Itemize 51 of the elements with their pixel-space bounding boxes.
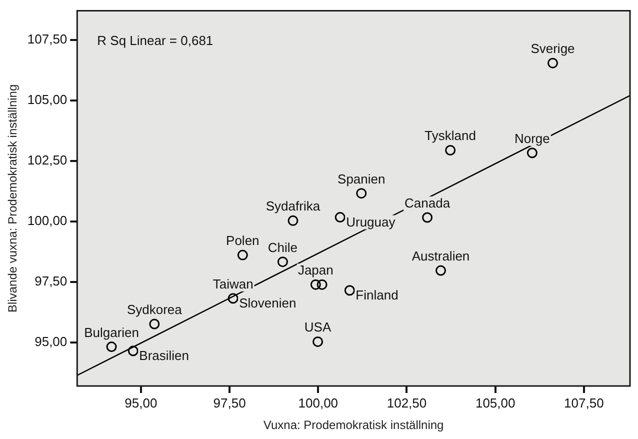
annotation: R Sq Linear = 0,681 [97, 32, 214, 48]
y-tick-label: 100,00 [27, 212, 68, 228]
point [312, 336, 324, 347]
annotation: Sverige [530, 41, 575, 56]
annotation: Slovenien [239, 295, 296, 310]
annotation: Sydkorea [126, 302, 183, 318]
annotation: USA [304, 320, 332, 335]
annotation: Australien [412, 248, 470, 264]
y-tick-label: 97,50 [34, 273, 68, 288]
annotation: Japan [298, 262, 334, 278]
point [316, 279, 328, 290]
point [436, 265, 446, 276]
y-tick-label: 105,00 [27, 92, 68, 107]
x-tick-label: 95,00 [124, 395, 158, 410]
annotation: Sydafrika [266, 198, 321, 214]
annotation: Tyskland [424, 128, 476, 144]
point [526, 148, 538, 158]
point [445, 144, 456, 156]
point [128, 346, 138, 356]
x-tick-label: 107,50 [564, 395, 604, 410]
annotation: Polen [226, 233, 260, 248]
point [228, 293, 238, 304]
annotation: Norge [514, 130, 550, 146]
point [344, 285, 355, 296]
y-tick-label: 95,00 [34, 334, 68, 350]
point [310, 279, 321, 290]
x-axis-title: Vuxna: Prodemokratisk inställning [263, 418, 444, 432]
point [277, 256, 288, 268]
point [356, 188, 367, 199]
y-axis-title: Blivande vuxna: Prodemokratisk inställning [6, 84, 20, 312]
annotation: Spanien [338, 171, 386, 186]
x-tick-label: 100,00 [298, 395, 338, 410]
x-tick-label: 102,50 [386, 395, 427, 410]
point [334, 212, 346, 223]
annotation: Canada [404, 196, 451, 211]
annotation: Taiwan [212, 276, 254, 292]
annotation: Bulgarien [84, 324, 140, 340]
x-tick-label: 105,00 [475, 395, 516, 410]
annotation: Uruguay [346, 214, 396, 230]
point [149, 318, 160, 330]
y-tick-label: 102,50 [27, 152, 68, 168]
y-tick-label: 107,50 [27, 31, 68, 46]
annotation: Chile [268, 240, 298, 255]
point [288, 215, 298, 226]
point [106, 342, 117, 352]
annotation: Finland [356, 287, 398, 302]
point [237, 250, 248, 260]
annotation: Brasilien [139, 348, 190, 363]
point [422, 212, 433, 223]
x-tick-label: 97,50 [213, 395, 246, 410]
point [547, 58, 558, 68]
